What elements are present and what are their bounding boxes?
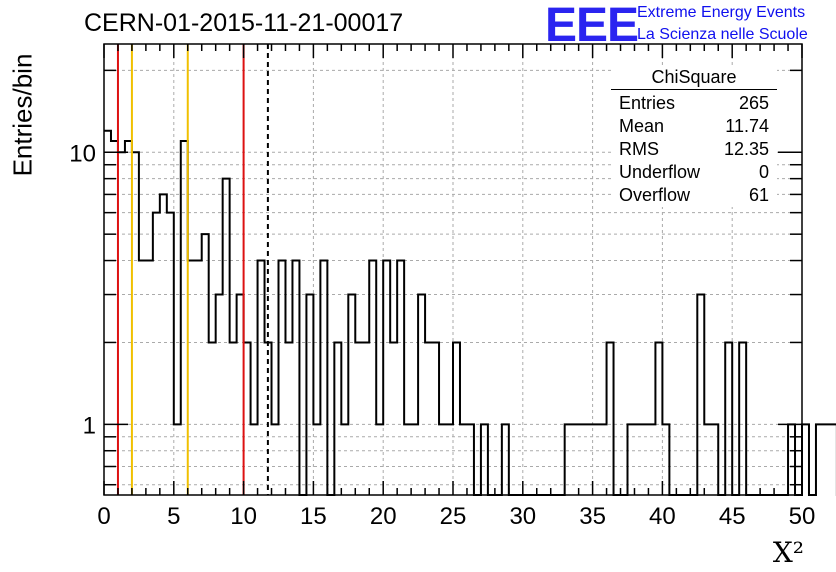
stats-row: Mean 11.74 (611, 115, 777, 138)
logo-line-1: Extreme Energy Events (637, 4, 806, 21)
x-tick-label: 10 (230, 503, 257, 530)
y-axis-label-box: Entries/bin (8, 40, 38, 190)
stats-value: 265 (738, 93, 769, 113)
x-tick-label: 45 (719, 503, 746, 530)
x-tick-label: 5 (167, 503, 180, 530)
stats-row: Underflow 0 (611, 161, 777, 184)
chart-title: CERN-01-2015-11-21-00017 (84, 9, 404, 37)
stats-row: Entries 265 (611, 92, 777, 115)
x-tick-label: 50 (789, 503, 816, 530)
stats-label: RMS (619, 139, 659, 159)
x-tick-label: 25 (440, 503, 467, 530)
stats-value: 0 (758, 162, 769, 182)
x-tick-label: 15 (300, 503, 327, 530)
x-tick-label: 40 (649, 503, 676, 530)
stats-value: 61 (748, 185, 769, 205)
stats-value: 11.74 (725, 116, 769, 136)
x-tick-label: 20 (370, 503, 397, 530)
stats-label: Overflow (619, 185, 691, 205)
stats-label: Mean (619, 116, 665, 136)
histogram-line (104, 129, 836, 496)
stats-label: Entries (619, 93, 676, 113)
x-axis-label: X² (772, 536, 804, 569)
x-tick-label: 30 (509, 503, 536, 530)
stats-value: 12.35 (723, 139, 769, 159)
stats-box: ChiSquare Entries 265 Mean 11.74 RMS 12.35 … (611, 67, 777, 207)
eee-logo: EEE (545, 0, 639, 52)
x-tick-label: 35 (579, 503, 606, 530)
stats-label: Underflow (619, 162, 701, 182)
logo-line-2: La Scienza nelle Scuole (637, 26, 808, 43)
stats-title: ChiSquare (611, 67, 777, 90)
y-tick-label: 1 (83, 412, 96, 439)
y-axis-label: Entries/bin (7, 53, 38, 177)
x-tick-label: 0 (97, 503, 110, 530)
stats-row: RMS 12.35 (611, 138, 777, 161)
y-tick-label: 10 (69, 140, 96, 167)
stats-row: Overflow 61 (611, 184, 777, 207)
